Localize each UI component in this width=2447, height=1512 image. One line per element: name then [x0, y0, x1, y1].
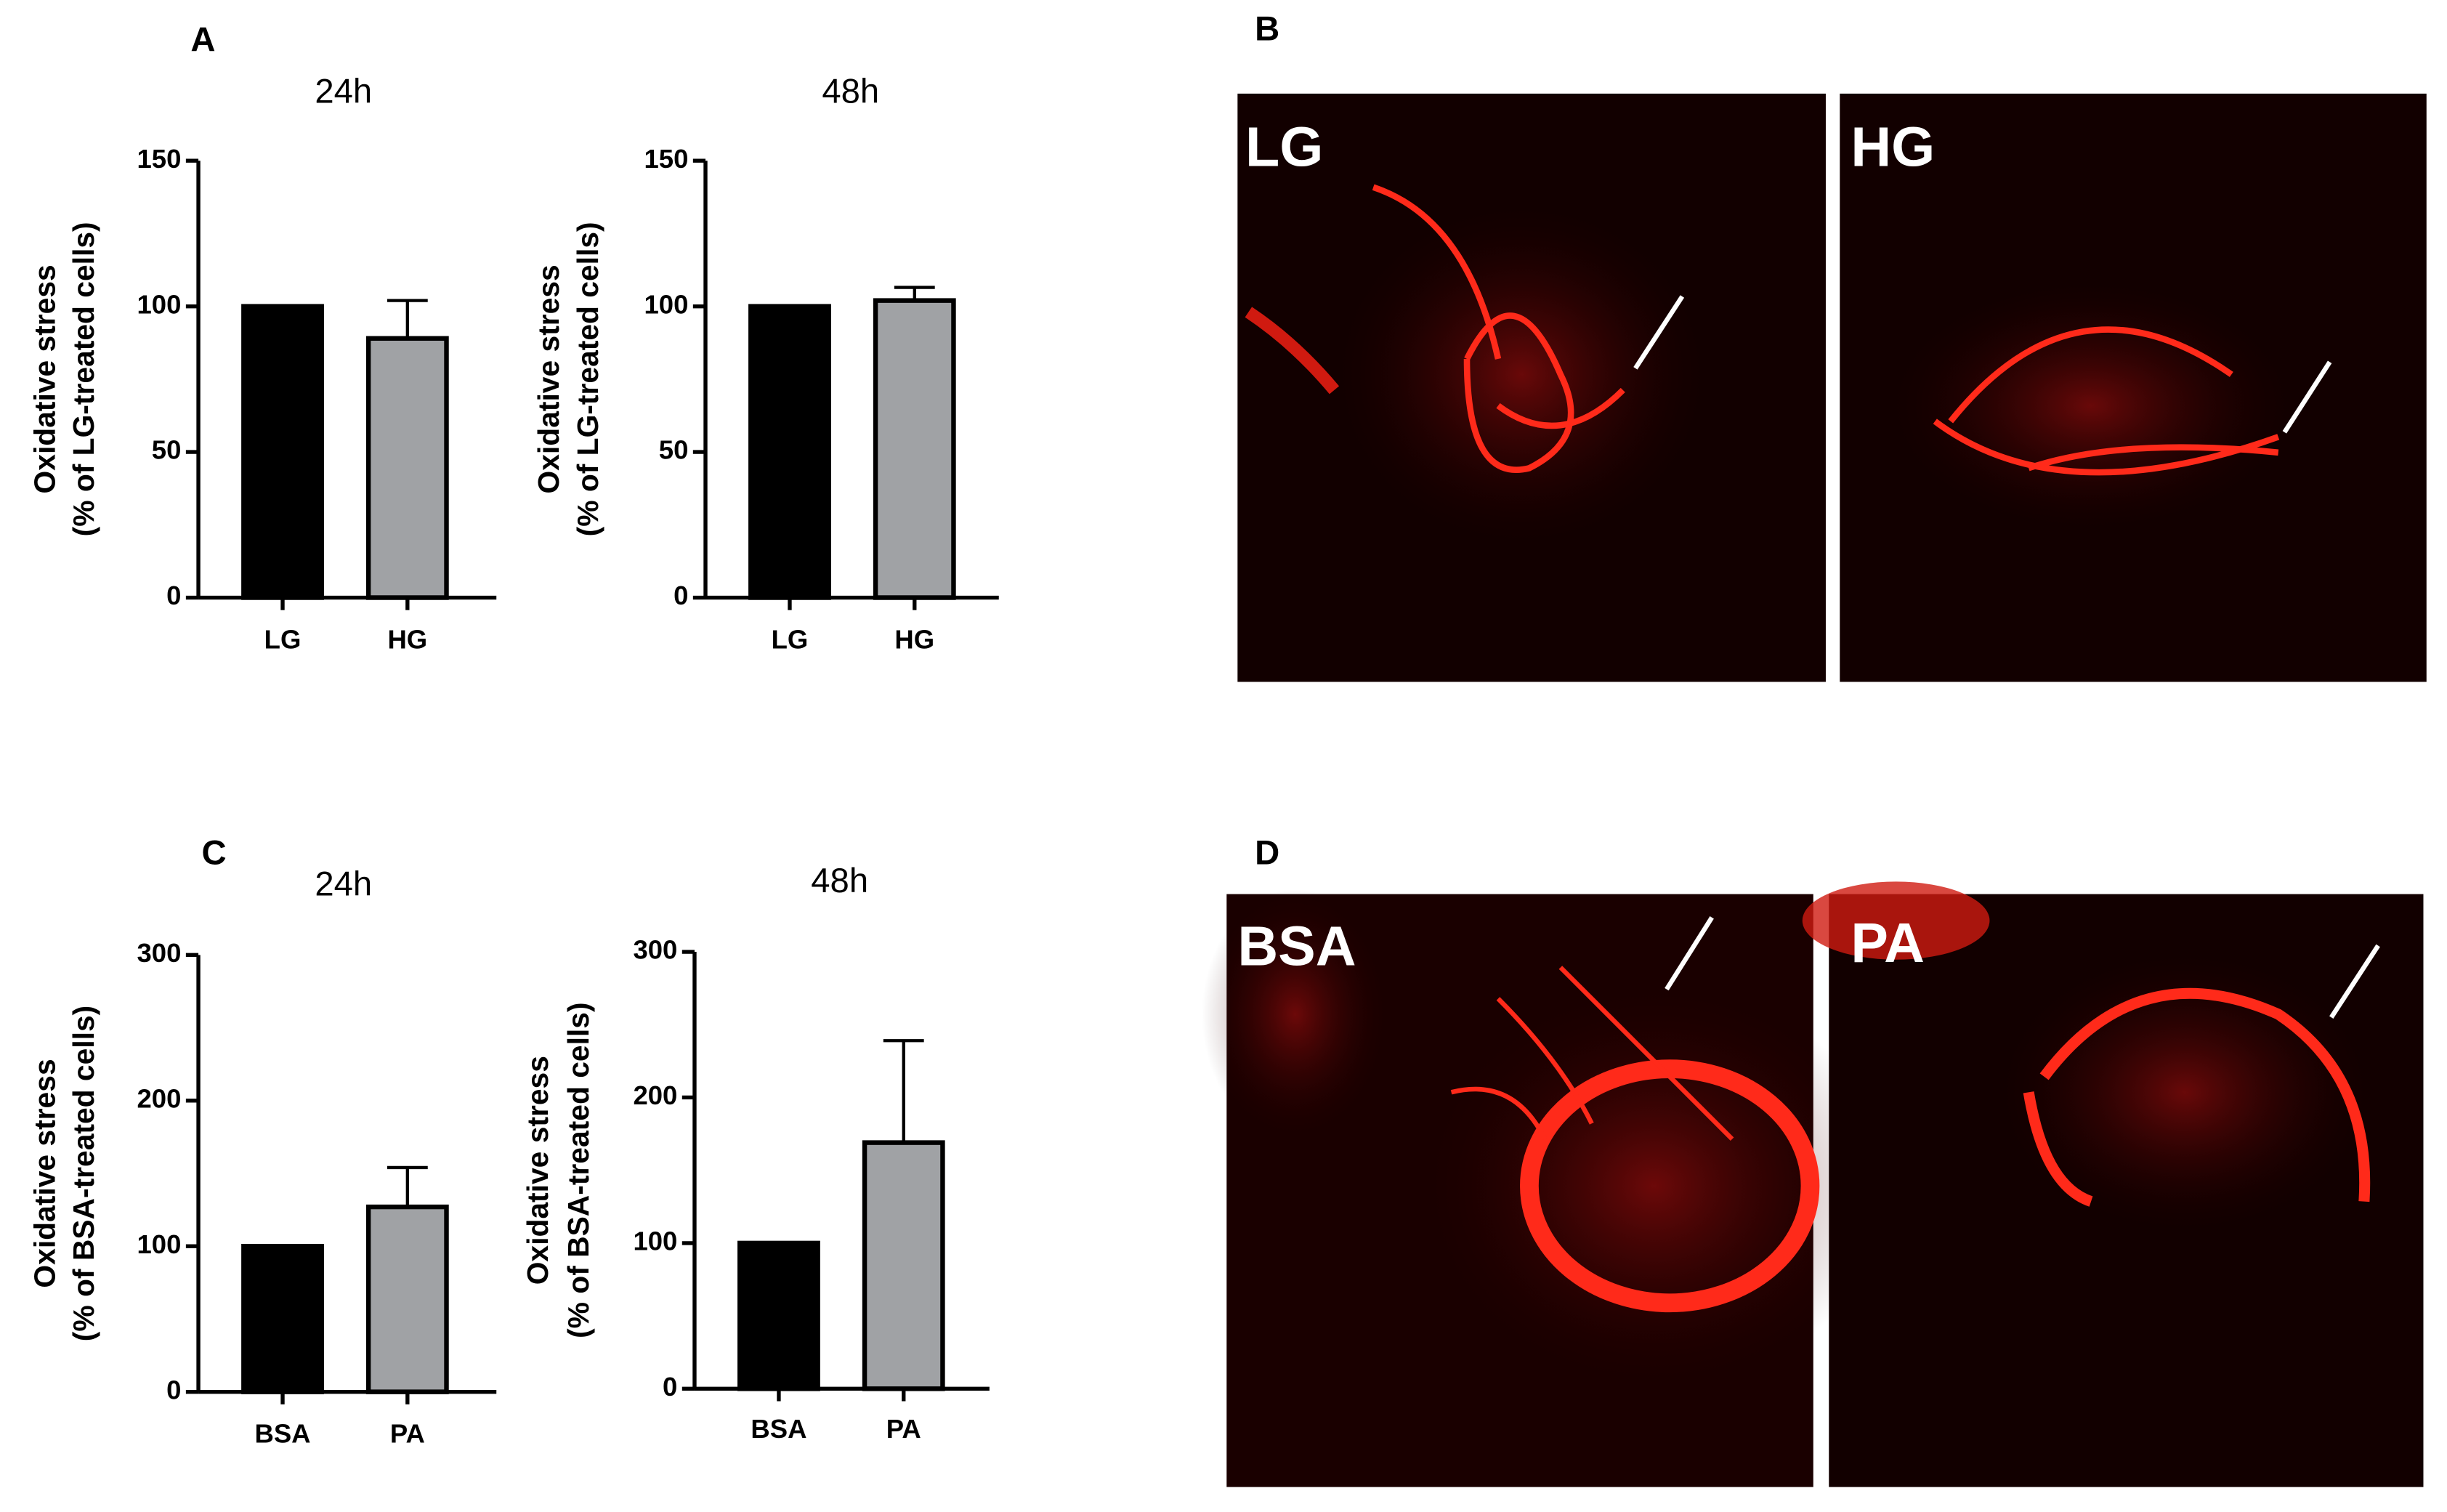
- bar: [241, 1243, 324, 1394]
- y-axis-label: (% of BSA-treated cells): [67, 1006, 100, 1341]
- image-label: HG: [1851, 116, 1935, 179]
- panel-label: A: [190, 20, 215, 59]
- panel-label: D: [1255, 833, 1279, 872]
- y-tick-label: 0: [663, 1372, 677, 1402]
- y-tick-label: 0: [166, 581, 181, 610]
- panel-label: B: [1255, 9, 1279, 48]
- micrograph-lg: [1237, 93, 1826, 682]
- y-axis-label: Oxidative stress: [532, 264, 565, 493]
- chart-title: 48h: [822, 72, 879, 110]
- bar: [748, 304, 831, 600]
- y-tick-label: 0: [166, 1375, 181, 1404]
- y-axis-label: Oxidative stress: [521, 1056, 554, 1285]
- y-axis-label: Oxidative stress: [28, 264, 62, 493]
- y-tick-label: 300: [137, 938, 182, 968]
- chart-title: 24h: [315, 865, 372, 903]
- y-tick-label: 200: [633, 1080, 677, 1110]
- y-tick-label: 0: [674, 581, 688, 610]
- y-tick-label: 200: [137, 1083, 182, 1113]
- x-tick-label: LG: [772, 624, 809, 654]
- chart-title: 48h: [811, 862, 868, 900]
- x-tick-label: PA: [886, 1414, 921, 1444]
- x-tick-label: HG: [894, 624, 934, 654]
- y-tick-label: 100: [137, 289, 182, 319]
- x-tick-label: BSA: [751, 1414, 806, 1444]
- x-tick-label: LG: [264, 624, 302, 654]
- image-label: BSA: [1237, 915, 1356, 977]
- y-tick-label: 100: [644, 289, 688, 319]
- y-axis-label: (% of LG-treated cells): [67, 222, 100, 536]
- bar: [862, 1140, 945, 1391]
- x-tick-label: HG: [387, 624, 427, 654]
- y-tick-label: 100: [137, 1229, 182, 1259]
- bar: [873, 298, 956, 600]
- micrograph-bsa: [1201, 889, 1888, 1487]
- bar: [365, 336, 449, 600]
- micrograph-pa: [1802, 881, 2424, 1487]
- x-tick-label: BSA: [254, 1418, 310, 1448]
- bar: [365, 1204, 449, 1394]
- y-tick-label: 150: [644, 144, 688, 174]
- y-tick-label: 150: [137, 144, 182, 174]
- bar: [737, 1240, 820, 1391]
- y-axis-label: (% of LG-treated cells): [571, 222, 604, 536]
- chart-title: 24h: [315, 72, 372, 110]
- y-tick-label: 50: [152, 435, 182, 465]
- image-label: LG: [1245, 116, 1323, 179]
- bar: [241, 304, 324, 600]
- y-tick-label: 50: [659, 435, 689, 465]
- panel-label: C: [201, 833, 226, 872]
- y-tick-label: 300: [633, 935, 677, 965]
- y-axis-label: Oxidative stress: [28, 1059, 62, 1287]
- y-tick-label: 100: [633, 1226, 677, 1256]
- x-tick-label: PA: [390, 1418, 425, 1448]
- micrograph-hg: [1840, 93, 2427, 682]
- y-axis-label: (% of BSA-treated cells): [562, 1002, 595, 1338]
- image-label: PA: [1851, 912, 1925, 974]
